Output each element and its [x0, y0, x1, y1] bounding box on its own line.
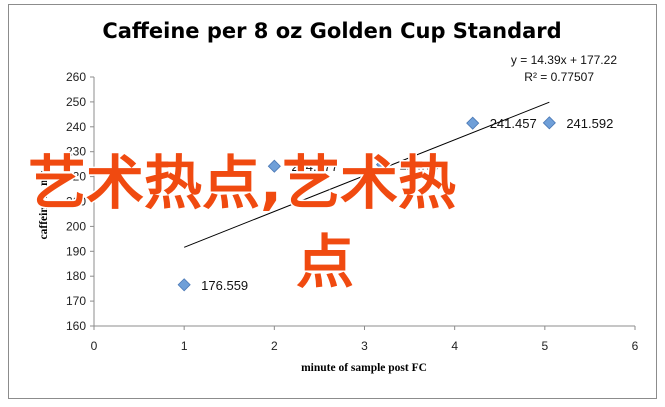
- chart-frame: [8, 4, 657, 399]
- trendline-r-squared: R² = 0.77507: [524, 70, 594, 84]
- y-axis-ticks: 160 170 180 190 200 210 220 230 240 250 260: [66, 70, 94, 333]
- y-tick-label: 190: [66, 244, 86, 258]
- x-tick-label: 4: [451, 339, 458, 353]
- x-tick-label: 6: [632, 339, 639, 353]
- y-axis-label: caffeine in mg: [38, 170, 50, 239]
- y-tick-label: 210: [66, 195, 86, 209]
- data-labels: 176.559 224.177 224.789 241.457 241.592: [201, 116, 613, 293]
- x-tick-label: 1: [181, 339, 188, 353]
- y-tick-label: 220: [66, 170, 86, 184]
- y-tick-label: 160: [66, 319, 86, 333]
- x-axis-ticks: 0 1 2 3 4 5 6: [91, 326, 639, 353]
- data-points: [177, 116, 556, 292]
- y-tick-label: 240: [66, 120, 86, 134]
- y-tick-label: 250: [66, 95, 86, 109]
- data-point-marker: [466, 116, 480, 130]
- data-point-marker: [542, 116, 556, 130]
- watermark-text-line1: 艺术热点,艺术热: [28, 149, 456, 217]
- x-tick-label: 0: [91, 339, 98, 353]
- y-tick-label: 260: [66, 70, 86, 84]
- data-point-label: 224.789: [400, 158, 447, 173]
- y-tick-label: 170: [66, 294, 86, 308]
- y-tick-label: 180: [66, 269, 86, 283]
- x-tick-label: 5: [541, 339, 548, 353]
- plot-area: 160 170 180 190 200 210 220 230 240 250 260 0 1 2 3 4 5…: [66, 70, 639, 353]
- trendline: [183, 101, 550, 248]
- x-tick-label: 2: [271, 339, 278, 353]
- data-point-marker: [177, 278, 191, 292]
- data-point-label: 241.457: [490, 116, 537, 131]
- data-point-label: 241.592: [566, 116, 613, 131]
- data-point-label: 176.559: [201, 278, 248, 293]
- trendline-equation: y = 14.39x + 177.22: [511, 53, 617, 67]
- x-tick-label: 3: [361, 339, 368, 353]
- data-point-marker: [267, 159, 281, 173]
- x-axis-label: minute of sample post FC: [301, 362, 427, 374]
- y-tick-label: 200: [66, 219, 86, 233]
- chart-title: Caffeine per 8 oz Golden Cup Standard: [102, 19, 561, 43]
- data-point-marker: [375, 158, 390, 172]
- data-point-label: 224.177: [291, 159, 338, 174]
- y-tick-label: 230: [66, 145, 86, 159]
- watermark-text-line2: 点: [296, 228, 354, 296]
